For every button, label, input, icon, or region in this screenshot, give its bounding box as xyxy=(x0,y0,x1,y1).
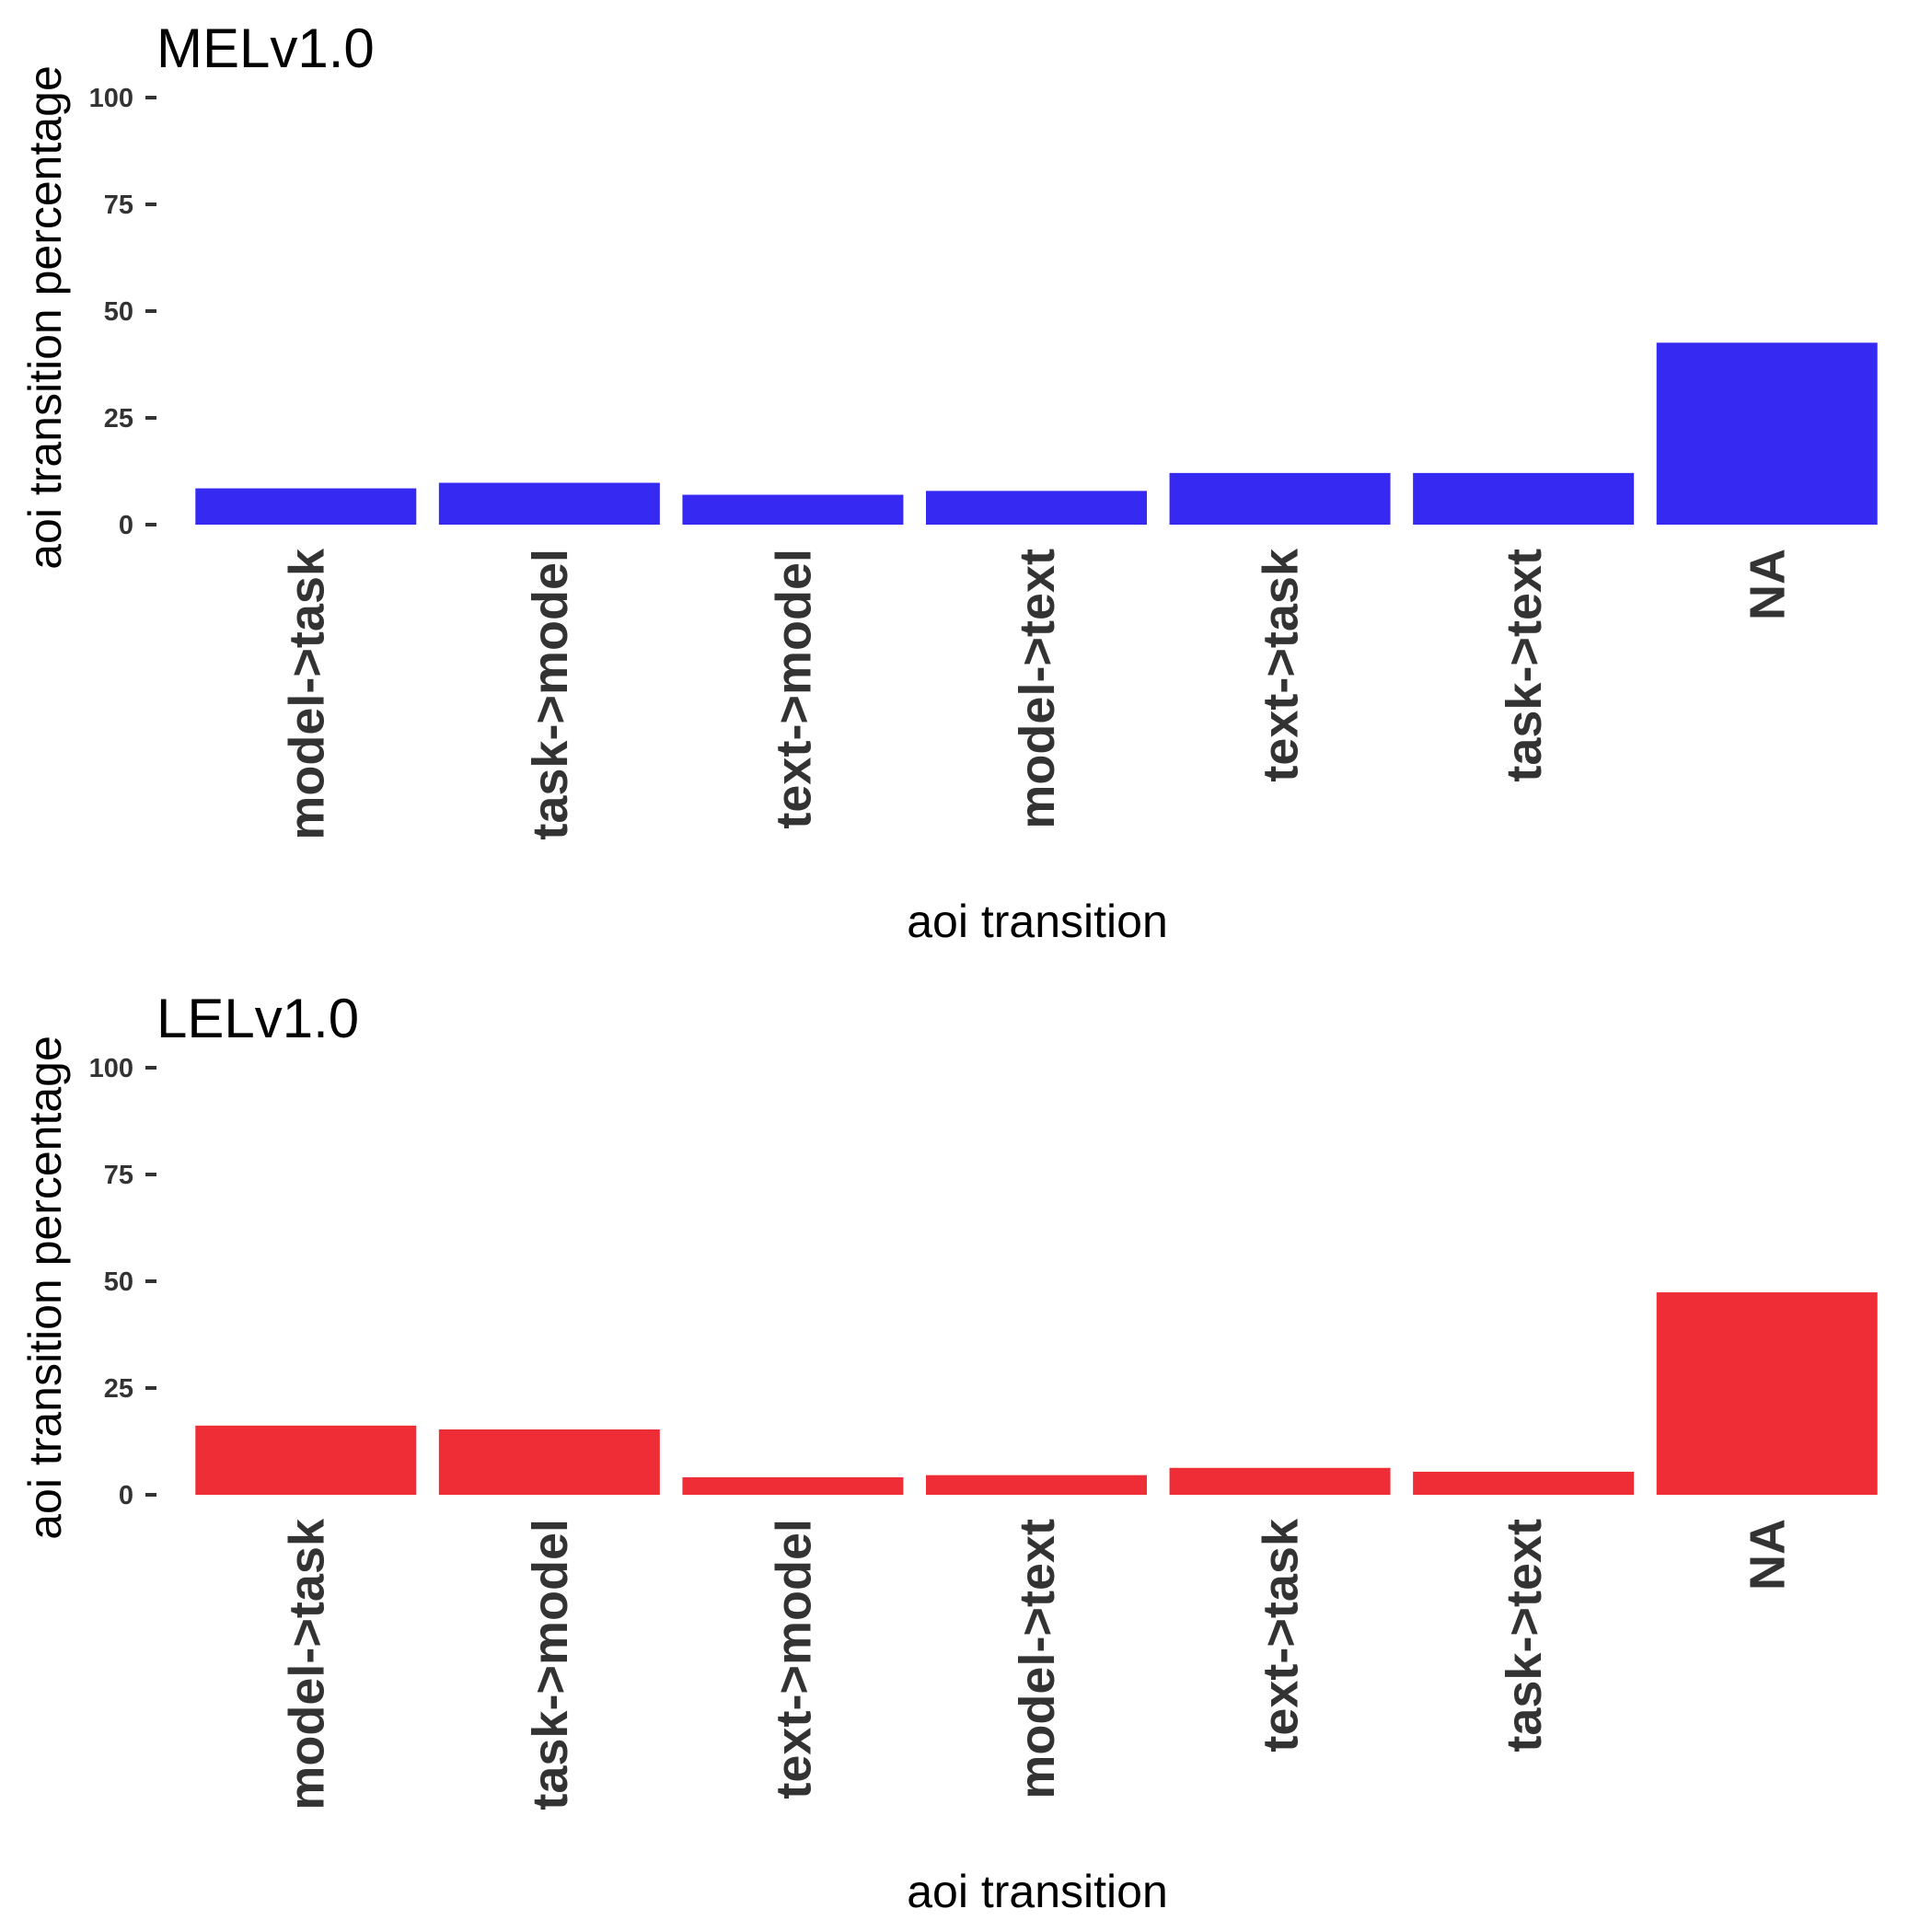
bar xyxy=(438,1429,660,1495)
x-tick-label: text->task xyxy=(1254,548,1309,782)
bar xyxy=(682,494,904,525)
y-tick-label: 50 xyxy=(104,297,133,327)
y-tick-label: 100 xyxy=(89,1054,133,1083)
x-tick-label: NA xyxy=(1741,1519,1796,1591)
bar xyxy=(195,1425,417,1495)
y-tick-label: 0 xyxy=(119,511,133,540)
x-tick-label: model->text xyxy=(1010,1519,1065,1799)
panel-title: MELv1.0 xyxy=(156,17,375,79)
panel-lel: LELv1.0 aoi transition percentage aoi tr… xyxy=(19,988,1878,1917)
bar xyxy=(438,482,660,525)
y-axis-title: aoi transition percentage xyxy=(19,1035,71,1540)
panel-title: LELv1.0 xyxy=(156,988,359,1049)
bar xyxy=(1169,472,1391,525)
bar xyxy=(195,488,417,525)
bar xyxy=(1413,1471,1635,1495)
bar xyxy=(682,1476,904,1495)
bar xyxy=(1169,1467,1391,1495)
x-tick-label: text->model xyxy=(766,549,821,829)
y-tick-label: 75 xyxy=(104,1161,133,1190)
x-axis-title: aoi transition xyxy=(907,1866,1168,1917)
x-tick-label: model->task xyxy=(279,548,334,840)
bar xyxy=(1413,472,1635,525)
bar xyxy=(1656,342,1878,525)
x-tick-label: task->model xyxy=(523,549,578,840)
y-tick-label: 0 xyxy=(119,1481,133,1510)
x-tick-label: text->model xyxy=(766,1519,821,1799)
bar xyxy=(926,491,1147,525)
y-tick-label: 100 xyxy=(89,84,133,113)
y-tick-label: 25 xyxy=(104,1374,133,1404)
x-tick-label: task->model xyxy=(523,1519,578,1811)
x-tick-label: task->text xyxy=(1497,549,1552,782)
x-tick-label: NA xyxy=(1741,549,1796,620)
bar xyxy=(926,1475,1147,1495)
y-tick-label: 75 xyxy=(104,191,133,220)
y-tick-label: 50 xyxy=(104,1267,133,1297)
x-tick-label: task->text xyxy=(1497,1519,1552,1753)
bar xyxy=(1656,1292,1878,1495)
y-axis-title: aoi transition percentage xyxy=(19,65,71,570)
panel-mel: MELv1.0 aoi transition percentage aoi tr… xyxy=(19,17,1878,947)
y-tick-label: 25 xyxy=(104,404,133,434)
x-tick-label: text->task xyxy=(1254,1518,1309,1753)
x-tick-label: model->task xyxy=(279,1518,334,1811)
x-axis-title: aoi transition xyxy=(907,896,1168,947)
x-tick-label: model->text xyxy=(1010,549,1065,829)
